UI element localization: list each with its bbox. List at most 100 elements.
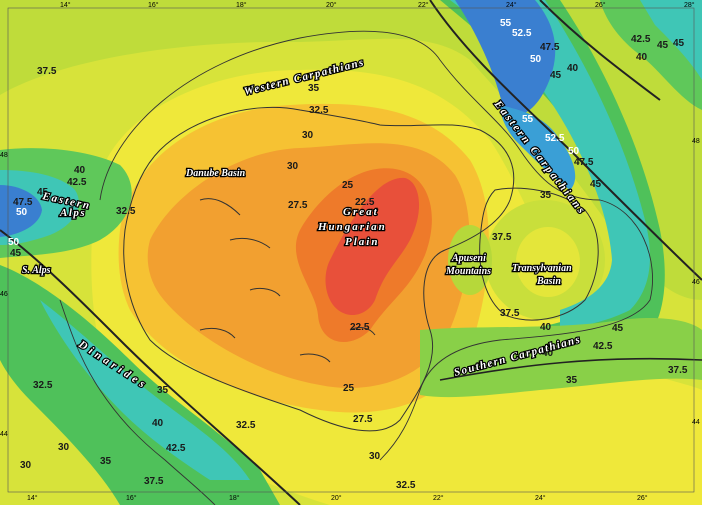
- contour-label: 25: [342, 180, 354, 191]
- contour-label: 37.5: [37, 66, 57, 77]
- contour-label: 55: [500, 18, 512, 29]
- tick-bottom-24: 24°: [535, 494, 546, 502]
- contour-label: 50: [568, 146, 580, 157]
- contour-label: 32.5: [396, 480, 416, 491]
- label-apuseni-2: Mountains: [445, 266, 491, 277]
- tick-right-48: 48: [692, 138, 700, 145]
- tick-top-18: 18°: [236, 1, 247, 9]
- outline-dinaric-coast: [59, 299, 216, 505]
- contour-label: 52.5: [545, 133, 565, 144]
- tectonic-line-east: [429, 0, 702, 281]
- contour-label: 37.5: [500, 308, 520, 319]
- label-transylvanian-2: Basin: [536, 276, 561, 287]
- tick-right-44: 44: [692, 419, 700, 426]
- label-great-hungarian-3: Plain: [345, 236, 379, 248]
- zone-ea-blue: [0, 185, 42, 237]
- tick-top-26: 26°: [595, 1, 606, 9]
- outline-transylvania: [479, 187, 599, 321]
- contour-label: 32.5: [116, 206, 136, 217]
- contour-label: 35: [100, 456, 112, 467]
- contour-label: 50: [8, 237, 20, 248]
- zone-din-teal: [40, 300, 250, 480]
- tick-bottom-14: 14°: [27, 494, 38, 502]
- tick-left-46: 46: [0, 291, 8, 298]
- contour-label: 22.5: [350, 322, 370, 333]
- contour-label: 27.5: [288, 200, 308, 211]
- contour-label: 25: [343, 383, 355, 394]
- contour-label: 32.5: [309, 105, 329, 116]
- contour-label: 50: [530, 54, 542, 65]
- label-apuseni-1: Apuseni: [451, 253, 486, 264]
- contour-label: 37.5: [492, 232, 512, 243]
- contour-label: 35: [566, 375, 578, 386]
- zone-apuseni: [448, 225, 492, 295]
- contour-label: 45: [590, 179, 602, 190]
- label-great-hungarian-1: Great: [343, 206, 379, 218]
- contour-label: 45: [37, 187, 49, 198]
- tick-top-28: 28°: [684, 1, 695, 9]
- tick-bottom-20: 20°: [331, 494, 342, 502]
- tick-top-22: 22°: [418, 1, 429, 9]
- tick-right-46: 46: [692, 279, 700, 286]
- contour-label: 40: [540, 322, 552, 333]
- contour-label: 45: [673, 38, 685, 49]
- outline-carpathian-arc: [99, 30, 653, 461]
- zone-eastern-carpathians: [430, 0, 665, 380]
- contour-label: 37.5: [144, 476, 164, 487]
- contour-label: 45: [612, 323, 624, 334]
- contour-label: 45: [657, 40, 669, 51]
- contour-label: 30: [302, 130, 314, 141]
- zone-transylvania-inner: [516, 227, 580, 297]
- tick-bottom-22: 22°: [433, 494, 444, 502]
- contour-label: 45: [10, 248, 22, 259]
- label-great-hungarian-2: Hungarian: [317, 221, 387, 233]
- contour-label: 40: [152, 418, 164, 429]
- contour-label: 47.5: [574, 157, 594, 168]
- outline-pannonian: [123, 106, 515, 432]
- contour-label: 40: [636, 52, 648, 63]
- tick-top-20: 20°: [326, 1, 337, 9]
- outline-islands: [199, 198, 376, 363]
- tick-left-48: 48: [0, 152, 8, 159]
- contour-label: 30: [58, 442, 70, 453]
- contour-label: 22.5: [355, 197, 375, 208]
- contour-label: 30: [287, 161, 299, 172]
- tick-bottom-16: 16°: [126, 494, 137, 502]
- contour-label: 42.5: [67, 177, 87, 188]
- contour-label: 47.5: [540, 42, 560, 53]
- contour-label: 35: [308, 83, 320, 94]
- contour-label: 27.5: [353, 414, 373, 425]
- contour-label: 42.5: [166, 443, 186, 454]
- tectonic-line-sc: [439, 357, 702, 381]
- contour-label: 30: [369, 451, 381, 462]
- zone-ec-blue: [455, 0, 556, 117]
- zone-red: [325, 177, 420, 315]
- tectonic-line-sw: [0, 229, 301, 505]
- zone-southern-band: [420, 318, 702, 398]
- map-frame: [7, 7, 695, 493]
- contour-label: 35: [540, 190, 552, 201]
- tick-bottom-26: 26°: [637, 494, 648, 502]
- contour-label: 55: [522, 114, 534, 125]
- tick-top-24: 24°: [506, 1, 517, 9]
- tick-top-16: 16°: [148, 1, 159, 9]
- contour-label: 40: [74, 165, 86, 176]
- contour-label: 45: [550, 70, 562, 81]
- contour-label: 42.5: [631, 34, 651, 45]
- tick-top-14: 14°: [60, 1, 71, 9]
- label-eastern-alps-2: Alps: [59, 207, 86, 219]
- zone-ec-blue2: [500, 105, 576, 190]
- contour-label: 32.5: [236, 420, 256, 431]
- tectonic-line-ne: [539, 0, 661, 101]
- tick-bottom-18: 18°: [229, 494, 240, 502]
- label-danube-basin: Danube Basin: [185, 168, 246, 179]
- tick-left-44: 44: [0, 431, 8, 438]
- contour-label: 47.5: [13, 197, 33, 208]
- contour-label: 42.5: [593, 341, 613, 352]
- contour-label: 37.5: [668, 365, 688, 376]
- contour-label: 32.5: [33, 380, 53, 391]
- contour-label: 52.5: [512, 28, 532, 39]
- contour-label: 40: [542, 348, 554, 359]
